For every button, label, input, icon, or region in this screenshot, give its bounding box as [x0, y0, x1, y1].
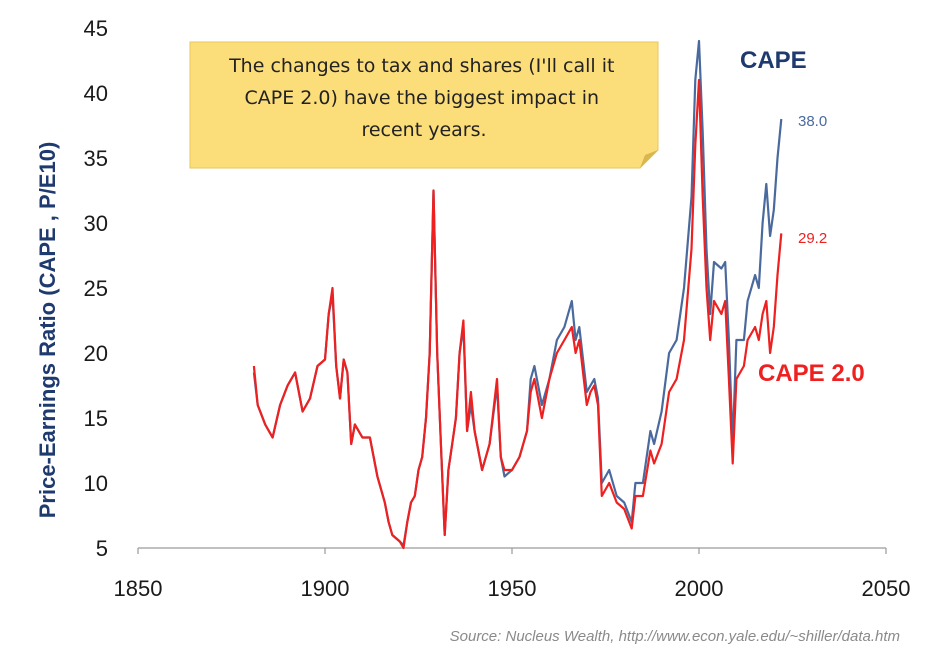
source-note: Source: Nucleus Wealth, http://www.econ.…: [450, 628, 900, 645]
annotation-note: The changes to tax and shares (I'll call…: [189, 41, 659, 169]
x-tick-label: 2000: [675, 576, 724, 601]
y-tick-label: 45: [84, 16, 108, 41]
y-tick-label: 20: [84, 341, 108, 366]
annotation-note-fold: [640, 150, 658, 168]
y-tick-label: 35: [84, 146, 108, 171]
y-tick-label: 5: [96, 536, 108, 561]
y-tick-label: 25: [84, 276, 108, 301]
series-name-cape: CAPE: [740, 47, 807, 74]
annotation-note-text: The changes to tax and shares (I'll call…: [228, 55, 619, 141]
series-name-cape-2-0: CAPE 2.0: [758, 360, 865, 387]
series-line-cape-2-0: [252, 78, 783, 550]
y-tick-label: 30: [84, 211, 108, 236]
y-tick-label: 15: [84, 406, 108, 431]
x-tick-label: 2050: [862, 576, 911, 601]
y-axis-title: Price-Earnings Ratio (CAPE , P/E10): [35, 142, 60, 519]
y-tick-label: 10: [84, 471, 108, 496]
end-value-cape: 38.0: [798, 113, 827, 130]
end-value-cape-2-0: 29.2: [798, 230, 827, 247]
x-tick-label: 1850: [114, 576, 163, 601]
x-tick-label: 1900: [301, 576, 350, 601]
x-tick-label: 1950: [488, 576, 537, 601]
y-tick-label: 40: [84, 81, 108, 106]
